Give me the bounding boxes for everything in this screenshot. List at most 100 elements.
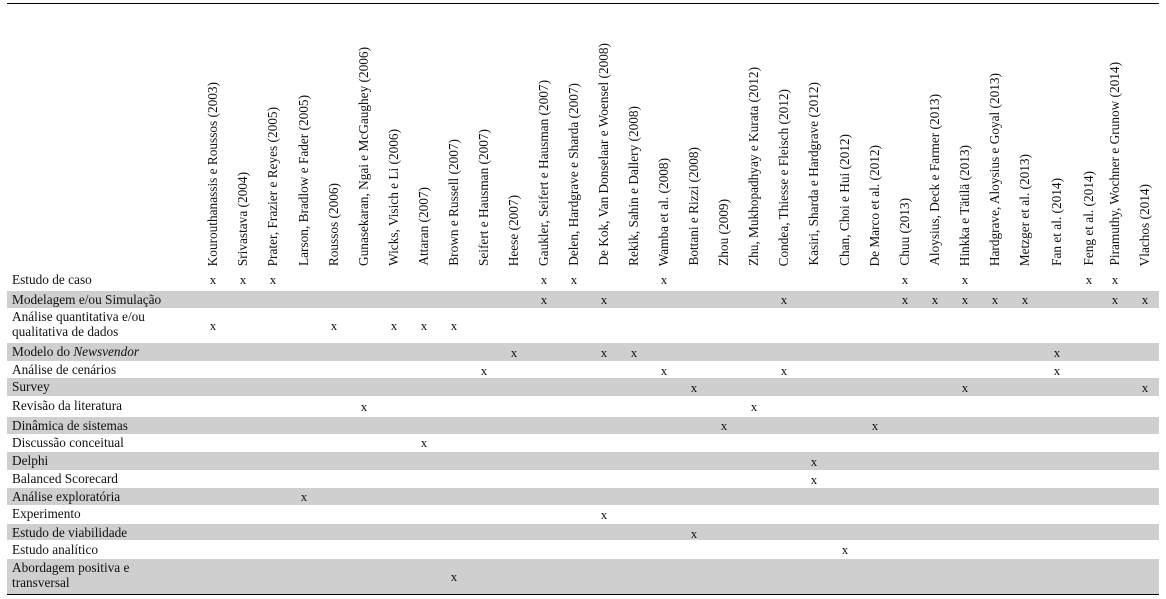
row-label: Modelagem e/ou Simulação: [12, 292, 197, 307]
column-header: Gaukler, Seifert e Hausman (2007): [536, 8, 551, 266]
row-label-text: Discussão conceitual: [12, 435, 124, 450]
column-header-label: Wicks, Visich e Li (2006): [386, 129, 401, 266]
row-label-text: Delphi: [12, 453, 49, 468]
column-header-label: Hardgrave, Aloysius e Goyal (2013): [987, 72, 1002, 266]
column-header: Vlachos (2014): [1137, 8, 1152, 266]
column-header: Chuu (2013): [897, 8, 912, 266]
row-label: Modelo do Newsvendor: [12, 344, 197, 359]
cell-mark: x: [780, 363, 788, 378]
row-label-text: Análise exploratória: [12, 489, 121, 504]
cell-mark: x: [750, 399, 758, 414]
column-header: Condea, Thiesse e Fleisch (2012): [776, 8, 791, 266]
cell-mark: x: [780, 292, 788, 307]
column-header-label: Chan, Choi e Hui (2012): [837, 134, 852, 266]
column-header-label: Gunasekaran, Ngai e McGaughey (2006): [356, 47, 371, 266]
column-header: Heese (2007): [506, 8, 521, 266]
column-header-label: Srivastava (2004): [235, 171, 250, 266]
cell-mark: x: [961, 272, 969, 287]
row-label-text: Abordagem positiva e: [12, 560, 130, 575]
table-row: Abordagem positiva e transversal x: [7, 559, 1159, 594]
cell-mark: x: [901, 272, 909, 287]
table-row: Modelagem e/ou Simulação x x x x x x x x x x: [7, 291, 1159, 308]
column-header: Feng et al. (2014): [1081, 8, 1096, 266]
cell-mark: x: [330, 318, 338, 333]
row-label: Experimento: [12, 506, 197, 521]
table-row: Discussão conceitual x: [7, 434, 1159, 452]
row-label-text-line2: qualitativa de dados: [12, 324, 119, 339]
cell-mark: x: [540, 292, 548, 307]
column-header-label: Aloysius, Deck e Farmer (2013): [927, 94, 942, 266]
row-label-text-line2: transversal: [12, 575, 70, 590]
table-row: Estudo de viabilidade x: [7, 524, 1159, 541]
column-header: Zhu, Mukhopadhyay e Kurata (2012): [746, 8, 761, 266]
row-label: Abordagem positiva e transversal: [12, 560, 197, 590]
cell-mark: x: [570, 272, 578, 287]
table-row: Delphi x: [7, 452, 1159, 470]
table-row: Análise de cenários x x x x: [7, 361, 1159, 378]
column-header: Wicks, Visich e Li (2006): [386, 8, 401, 266]
cell-mark: x: [420, 435, 428, 450]
column-header: De Kok, Van Donselaar e Woensel (2008): [596, 8, 611, 266]
column-header: Roussos (2006): [326, 8, 341, 266]
column-header-label: Attaran (2007): [416, 187, 431, 266]
column-header-label: Zhu, Mukhopadhyay e Kurata (2012): [746, 66, 761, 266]
row-label-text: Balanced Scorecard: [12, 471, 118, 486]
cell-mark: x: [810, 472, 818, 487]
column-header-label: Feng et al. (2014): [1081, 171, 1096, 266]
cell-mark: x: [871, 418, 879, 433]
cell-mark: x: [600, 292, 608, 307]
column-header: Larson, Bradlow e Fader (2005): [296, 8, 311, 266]
cell-mark: x: [600, 345, 608, 360]
row-label: Estudo de viabilidade: [12, 525, 197, 540]
row-label-text: Estudo de caso: [12, 272, 92, 287]
column-header-label: De Kok, Van Donselaar e Woensel (2008): [596, 43, 611, 266]
cell-mark: x: [1111, 292, 1119, 307]
column-header: Hinkka e Tätilä (2013): [957, 8, 972, 266]
cell-mark: x: [991, 292, 999, 307]
table-row: Análise quantitativa e/ou qualitativa de …: [7, 308, 1159, 343]
column-header-label: Prater, Frazier e Reyes (2005): [265, 106, 280, 266]
cell-mark: x: [1053, 363, 1061, 378]
row-label-emphasis: Newsvendor: [73, 344, 140, 359]
column-header-label: Chuu (2013): [897, 198, 912, 266]
column-header-label: Seifert e Hausman (2007): [476, 129, 491, 266]
column-header-label: Condea, Thiesse e Fleisch (2012): [776, 88, 791, 266]
column-header: Rekik, Sahin e Dallery (2008): [626, 8, 641, 266]
cell-mark: x: [961, 292, 969, 307]
column-header-label: Metzger et al. (2013): [1017, 153, 1032, 266]
row-label: Revisão da literatura: [12, 398, 197, 413]
cell-mark: x: [540, 272, 548, 287]
column-header-label: Kourouthanassis e Roussos (2003): [205, 81, 220, 266]
row-label-text: Survey: [12, 379, 50, 394]
table-row: Revisão da literatura x x: [7, 396, 1159, 417]
row-label-text: Revisão da literatura: [12, 398, 123, 413]
column-header: Metzger et al. (2013): [1017, 8, 1032, 266]
column-header: Kasiri, Sharda e Hardgrave (2012): [806, 8, 821, 266]
column-header-label: Fan et al. (2014): [1049, 178, 1064, 266]
row-label-text: Estudo analítico: [12, 542, 99, 557]
table-row: Modelo do Newsvendor x x x x: [7, 343, 1159, 361]
column-header: Fan et al. (2014): [1049, 8, 1064, 266]
column-header: Wamba et al. (2008): [656, 8, 671, 266]
cell-mark: x: [510, 345, 518, 360]
cell-mark: x: [1053, 345, 1061, 360]
cell-mark: x: [1141, 380, 1149, 395]
cell-mark: x: [841, 542, 849, 557]
cell-mark: x: [660, 363, 668, 378]
cell-mark: x: [360, 399, 368, 414]
column-header-label: Wamba et al. (2008): [656, 157, 671, 266]
table-row: Estudo de caso x x x x x x x x x x: [7, 270, 1159, 291]
column-header: Chan, Choi e Hui (2012): [837, 8, 852, 266]
row-label: Análise quantitativa e/ou qualitativa de …: [12, 309, 197, 339]
cell-mark: x: [480, 363, 488, 378]
row-label: Estudo analítico: [12, 542, 197, 557]
column-header: Seifert e Hausman (2007): [476, 8, 491, 266]
column-header: Bottani e Rizzi (2008): [686, 8, 701, 266]
row-label-text: Dinâmica de sistemas: [12, 418, 128, 433]
column-header-label: De Marco et al. (2012): [867, 144, 882, 266]
column-header-label: Kasiri, Sharda e Hardgrave (2012): [806, 82, 821, 266]
cell-mark: x: [931, 292, 939, 307]
column-header: De Marco et al. (2012): [867, 8, 882, 266]
cell-mark: x: [239, 272, 247, 287]
row-label: Análise de cenários: [12, 362, 197, 377]
